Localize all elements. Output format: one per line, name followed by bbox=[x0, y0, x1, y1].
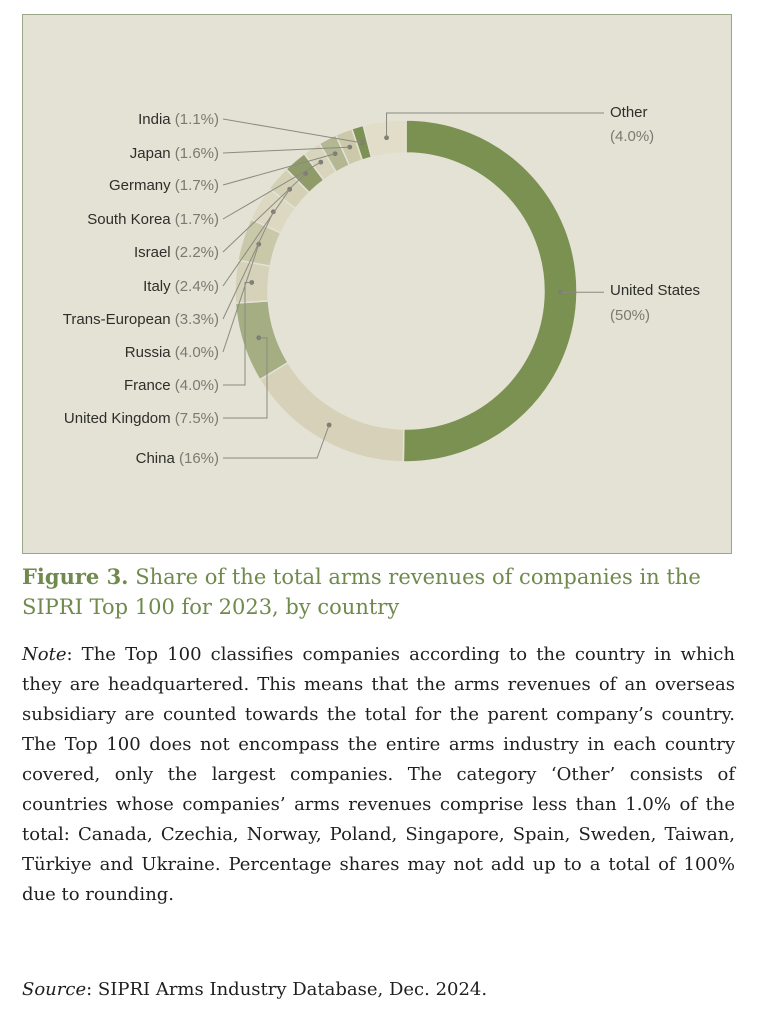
figure-label: Figure 3. bbox=[22, 564, 129, 589]
slice-united-kingdom bbox=[234, 299, 289, 381]
leader-line-israel bbox=[222, 173, 306, 253]
label-name-russia: Russia bbox=[125, 344, 172, 361]
note-paragraph: Note: The Top 100 classifies companies a… bbox=[22, 640, 735, 910]
label-name-other: Other bbox=[610, 104, 648, 121]
label-value-south-korea: (1.7%) bbox=[171, 211, 219, 228]
label-name-united-kingdom: United Kingdom bbox=[64, 410, 171, 427]
slice-united-states bbox=[402, 119, 578, 463]
label-name-germany: Germany bbox=[109, 177, 171, 194]
label-germany: Germany (1.7%) bbox=[109, 177, 219, 194]
leader-line-italy bbox=[222, 189, 291, 287]
label-name-france: France bbox=[124, 377, 171, 394]
label-value-united-states: (50%) bbox=[610, 307, 650, 324]
label-value-japan: (1.6%) bbox=[171, 145, 219, 162]
label-name-india: India bbox=[138, 111, 171, 128]
leader-line-france bbox=[223, 281, 252, 386]
leader-line-trans-european bbox=[222, 211, 274, 320]
label-name-united-states: United States bbox=[610, 282, 700, 299]
label-value-united-kingdom: (7.5%) bbox=[171, 410, 219, 427]
label-value-germany: (1.7%) bbox=[171, 177, 219, 194]
label-israel: Israel (2.2%) bbox=[134, 244, 219, 261]
leader-line-south-korea bbox=[222, 161, 322, 220]
label-russia: Russia (4.0%) bbox=[125, 344, 219, 361]
leader-line-other bbox=[386, 112, 604, 138]
slice-china bbox=[258, 361, 405, 463]
label-other: Other bbox=[610, 104, 648, 121]
label-value-france: (4.0%) bbox=[171, 377, 219, 394]
label-south-korea: South Korea (1.7%) bbox=[87, 211, 219, 228]
label-united-kingdom: United Kingdom (7.5%) bbox=[64, 410, 219, 427]
note-label: Note bbox=[22, 644, 67, 665]
leader-line-russia bbox=[222, 244, 260, 353]
label-india: India (1.1%) bbox=[138, 111, 219, 128]
label-value-other: (4.0%) bbox=[610, 128, 654, 145]
label-italy: Italy (2.4%) bbox=[143, 278, 219, 295]
leader-line-united-kingdom bbox=[223, 337, 268, 419]
marker-dot-united-states bbox=[558, 289, 563, 295]
label-name-japan: Japan bbox=[130, 145, 171, 162]
leader-line-china bbox=[223, 424, 330, 459]
label-trans-european: Trans-European (3.3%) bbox=[63, 311, 219, 328]
label-france: France (4.0%) bbox=[124, 377, 219, 394]
label-name-israel: Israel bbox=[134, 244, 171, 261]
note-text: : The Top 100 classifies companies accor… bbox=[22, 644, 735, 905]
label-japan: Japan (1.6%) bbox=[130, 145, 219, 162]
figure-title: Share of the total arms revenues of comp… bbox=[22, 565, 701, 619]
label-value-israel: (2.2%) bbox=[171, 244, 219, 261]
source-text: : SIPRI Arms Industry Database, Dec. 202… bbox=[86, 979, 488, 1000]
label-china: China (16%) bbox=[136, 450, 219, 467]
donut-chart: United States (50%) China (16%) United King… bbox=[63, 104, 700, 467]
label-value-india: (1.1%) bbox=[171, 111, 219, 128]
label-value-italy: (2.4%) bbox=[171, 278, 219, 295]
label-value-russia: (4.0%) bbox=[171, 344, 219, 361]
chart-panel: United States (50%) China (16%) United King… bbox=[22, 14, 732, 554]
leader-line-japan bbox=[222, 146, 350, 154]
label-name-south-korea: South Korea bbox=[87, 211, 171, 228]
marker-dot-india bbox=[359, 140, 365, 146]
label-value-china: (16%) bbox=[175, 450, 219, 467]
label-name-italy: Italy bbox=[143, 278, 171, 295]
leader-line-india bbox=[222, 118, 363, 144]
label-name-china: China bbox=[136, 450, 176, 467]
leader-line-germany bbox=[222, 153, 336, 186]
label-value-trans-european: (3.3%) bbox=[171, 311, 219, 328]
label-name-trans-european: Trans-European bbox=[63, 311, 171, 328]
label-united-states: United States bbox=[610, 282, 700, 299]
figure-caption: Figure 3. Share of the total arms revenu… bbox=[22, 562, 737, 622]
source-line: Source: SIPRI Arms Industry Database, De… bbox=[22, 975, 735, 1005]
source-label: Source bbox=[22, 979, 87, 1000]
